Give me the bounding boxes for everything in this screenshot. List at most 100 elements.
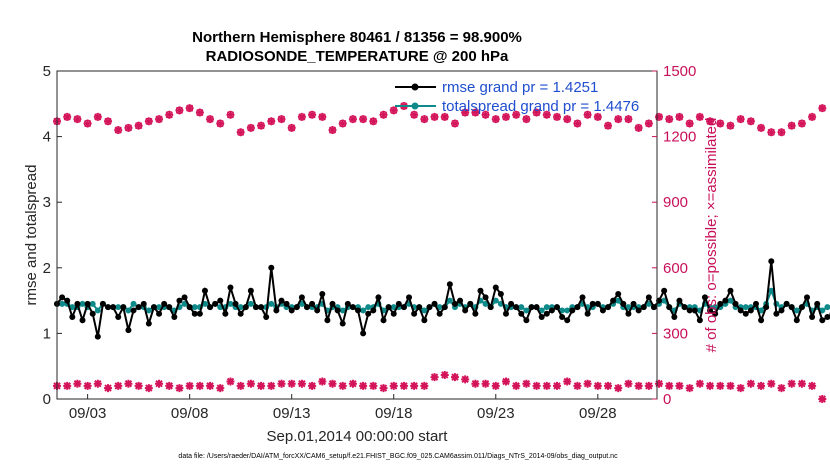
obs-assimilated-marker bbox=[236, 381, 245, 390]
rmse-point bbox=[594, 300, 601, 307]
rmse-point bbox=[324, 317, 331, 324]
totalspread-point bbox=[365, 304, 372, 311]
rmse-point bbox=[64, 297, 71, 304]
rmse-point bbox=[635, 307, 642, 314]
rmse-point bbox=[752, 300, 759, 307]
rmse-point bbox=[451, 300, 458, 307]
rmse-point bbox=[196, 310, 203, 317]
rmse-point bbox=[298, 294, 305, 301]
rmse-layer bbox=[54, 258, 830, 340]
totalspread-point bbox=[201, 300, 208, 307]
obs-assimilated-marker bbox=[593, 381, 602, 390]
obs-assimilated-marker bbox=[716, 381, 725, 390]
rmse-point bbox=[69, 314, 76, 320]
rmse-point bbox=[482, 294, 489, 301]
y-axis-right-label: # of obs: o=possible; ×=assimilated bbox=[703, 118, 720, 353]
obs-possible-marker bbox=[695, 112, 704, 121]
x-tick-label: 09/13 bbox=[273, 405, 311, 422]
rmse-point bbox=[528, 304, 535, 311]
data-file-footer: data file: /Users/raeder/DAI/ATM_forcXX/… bbox=[178, 453, 618, 460]
totalspread-point bbox=[421, 307, 428, 314]
rmse-point bbox=[742, 310, 749, 317]
obs-assimilated-marker bbox=[501, 377, 510, 386]
legend-spread-marker bbox=[411, 102, 419, 110]
totalspread-point bbox=[268, 300, 275, 307]
rmse-point bbox=[334, 307, 341, 314]
y-right-tick-label: 600 bbox=[663, 260, 688, 277]
obs-possible-marker bbox=[634, 123, 643, 132]
rmse-point bbox=[380, 317, 387, 324]
rmse-point bbox=[809, 314, 816, 320]
obs-possible-marker bbox=[655, 112, 664, 121]
rmse-point bbox=[304, 304, 310, 311]
rmse-point bbox=[446, 281, 453, 288]
obs-possible-marker bbox=[532, 108, 541, 117]
y-left-tick-label: 1 bbox=[43, 325, 51, 342]
obs-possible-marker bbox=[787, 121, 796, 130]
obs-possible-marker bbox=[359, 115, 368, 124]
obs-assimilated-marker bbox=[410, 381, 419, 390]
obs-assimilated-marker bbox=[246, 379, 255, 388]
rmse-point bbox=[130, 307, 137, 314]
totalspread-point bbox=[482, 300, 489, 307]
totalspread-point bbox=[523, 307, 530, 314]
obs-assimilated-marker bbox=[614, 384, 623, 393]
rmse-point bbox=[661, 287, 668, 294]
obs-possible-marker bbox=[583, 110, 592, 119]
rmse-point bbox=[804, 294, 810, 301]
rmse-point bbox=[156, 310, 163, 317]
rmse-point bbox=[788, 304, 795, 311]
obs-assimilated-marker bbox=[195, 381, 204, 390]
obs-possible-marker bbox=[236, 128, 245, 137]
obs-possible-marker bbox=[644, 119, 653, 128]
obs-possible-marker bbox=[614, 115, 623, 124]
totalspread-point bbox=[181, 300, 188, 307]
obs-possible-marker bbox=[501, 112, 510, 121]
rmse-point bbox=[508, 300, 515, 307]
rmse-point bbox=[191, 310, 198, 317]
rmse-point bbox=[339, 320, 346, 327]
rmse-point bbox=[110, 304, 117, 311]
rmse-point bbox=[467, 300, 474, 307]
obs-possible-marker bbox=[195, 108, 204, 117]
obs-assimilated-marker bbox=[175, 384, 184, 393]
totalspread-point bbox=[115, 304, 122, 311]
y-right-tick-label: 1200 bbox=[663, 129, 696, 146]
rmse-point bbox=[569, 307, 576, 314]
obs-assimilated-marker bbox=[430, 373, 439, 382]
rmse-point bbox=[727, 287, 734, 294]
totalspread-point bbox=[79, 300, 86, 307]
rmse-point bbox=[268, 264, 275, 271]
obs-possible-marker bbox=[542, 110, 551, 119]
totalspread-point bbox=[94, 307, 101, 314]
rmse-point bbox=[416, 304, 423, 311]
obs-possible-marker bbox=[73, 115, 82, 124]
obs-possible-marker bbox=[226, 110, 235, 119]
rmse-point bbox=[207, 304, 214, 311]
obs-possible-marker bbox=[389, 106, 398, 115]
obs-assimilated-marker bbox=[685, 384, 694, 393]
obs-assimilated-marker bbox=[655, 379, 664, 388]
obs-assimilated-marker bbox=[726, 381, 735, 390]
obs-assimilated-marker bbox=[706, 381, 715, 390]
x-tick-label: 09/18 bbox=[375, 405, 413, 422]
rmse-point bbox=[288, 307, 295, 314]
obs-possible-marker bbox=[267, 117, 276, 126]
rmse-point bbox=[237, 310, 244, 317]
obs-possible-marker bbox=[328, 126, 337, 135]
obs-possible-marker bbox=[736, 115, 745, 124]
obs-assimilated-marker bbox=[93, 379, 102, 388]
obs-possible-marker bbox=[165, 110, 174, 119]
obs-assimilated-marker bbox=[277, 379, 286, 388]
totalspread-point bbox=[559, 307, 566, 314]
totalspread-point bbox=[191, 304, 198, 311]
rmse-point bbox=[370, 307, 377, 314]
obs-assimilated-marker bbox=[675, 381, 684, 390]
obs-assimilated-marker bbox=[767, 379, 776, 388]
totalspread-point bbox=[446, 297, 453, 304]
obs-assimilated-marker bbox=[491, 381, 500, 390]
rmse-point bbox=[538, 314, 545, 320]
obs-possible-marker bbox=[818, 104, 827, 113]
rmse-point bbox=[824, 314, 830, 320]
x-tick-label: 09/28 bbox=[579, 405, 617, 422]
